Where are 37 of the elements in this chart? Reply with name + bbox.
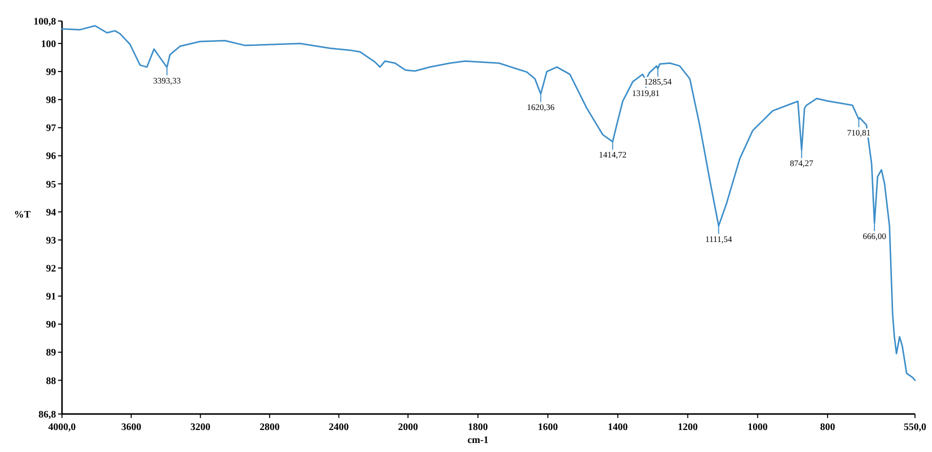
x-tick-label: 2000 [398,422,418,433]
x-tick-label: 3600 [121,422,142,433]
x-tick-label: 550,0 [904,422,926,433]
x-tick-label: 1000 [748,422,768,433]
x-tick-label: 2800 [260,422,280,433]
y-tick-label: 86,8 [38,410,56,420]
y-tick-label: 96 [46,151,56,162]
x-tick-label: 1600 [538,422,558,433]
y-tick-label: 94 [46,207,56,218]
y-tick-label: 97 [46,123,56,134]
y-tick-label: 88 [46,376,56,387]
y-tick-label: 89 [46,348,56,359]
annotation: 666,00 [862,231,886,242]
y-tick-label: 100,8 [34,16,56,28]
x-tick-label: 800 [820,422,836,433]
x-tick-label: 1200 [678,422,698,433]
x-axis-title: cm-1 [467,435,489,446]
y-axis-title: %T [14,210,31,220]
annotation: 874,27 [790,158,814,168]
y-tick-label: 93 [46,235,56,246]
annotation: 1319,81 [632,88,660,98]
x-tick-label: 4000,0 [48,422,76,433]
x-tick-label: 2400 [328,422,349,433]
annotation: 1414,72 [598,150,626,160]
y-tick-label: 90 [46,320,56,331]
y-tick-label: 95 [46,179,56,190]
x-tick-label: 3200 [190,422,210,433]
y-tick-label: 91 [46,292,56,303]
y-tick-label: 98 [46,95,56,106]
x-tick-label: 1800 [468,422,488,433]
annotation: 1620,36 [526,102,555,112]
x-tick-label: 1400 [608,422,628,433]
annotation: 3393,33 [153,75,181,86]
y-tick-label: 100 [41,38,56,50]
annotation: 1111,54 [705,234,733,244]
y-tick-label: 99 [46,67,56,78]
y-tick-label: 92 [46,264,56,275]
